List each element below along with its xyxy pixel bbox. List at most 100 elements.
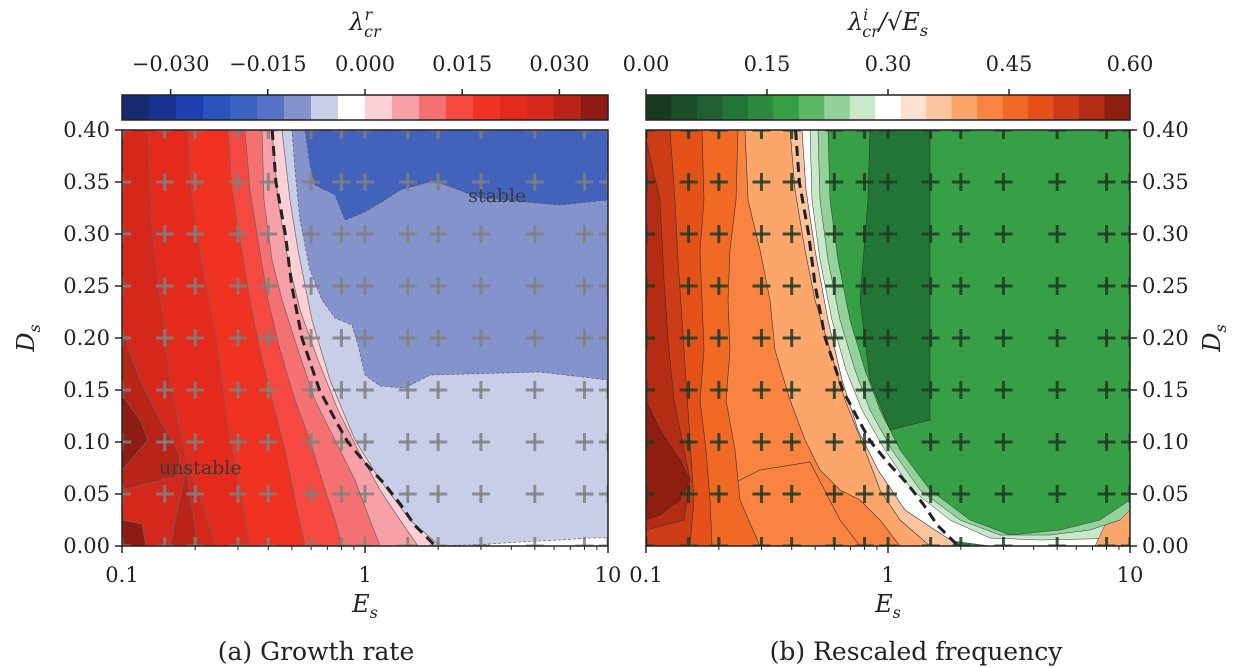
sample-marker (122, 173, 131, 191)
sample-marker (525, 173, 544, 191)
sample-marker (646, 277, 655, 295)
sample-markers-a (122, 130, 608, 546)
sample-marker (575, 130, 594, 139)
sample-marker (921, 485, 940, 503)
sample-marker (228, 225, 247, 243)
sample-marker (228, 485, 247, 503)
sample-marker (1097, 485, 1116, 503)
sample-marker (1048, 537, 1067, 546)
sample-marker (228, 537, 247, 546)
sample-marker (259, 485, 278, 503)
colorbar-swatch (230, 95, 258, 120)
sample-marker (679, 277, 698, 295)
sample-marker (122, 277, 131, 295)
sample-marker (752, 433, 771, 451)
sample-marker (1121, 173, 1130, 191)
sample-marker (709, 485, 728, 503)
x-tick-label: 10 (595, 563, 622, 587)
colorbar-b-title: λi cr/√Es (847, 5, 928, 41)
sample-marker (879, 225, 897, 243)
sample-marker (332, 381, 351, 399)
sample-marker (994, 225, 1013, 243)
x-ticks-b: 0.1 1 10 (629, 546, 1143, 587)
sample-marker (1048, 173, 1067, 191)
y-tick-label: 0.40 (1142, 118, 1189, 142)
y-tick-label: 0.20 (1142, 326, 1189, 350)
sample-marker (825, 225, 844, 243)
sample-marker (356, 537, 374, 546)
colorbar-swatch (257, 95, 285, 120)
colorbar-swatch (500, 95, 528, 120)
sample-marker (332, 537, 351, 546)
sample-marker (994, 277, 1013, 295)
sample-marker (1097, 173, 1116, 191)
sample-marker (186, 277, 205, 295)
sample-marker (1097, 537, 1116, 546)
colorbar-swatch (875, 95, 902, 120)
sample-marker (575, 225, 594, 243)
sample-marker (471, 381, 490, 399)
sample-marker (155, 381, 174, 399)
sample-marker (1097, 381, 1116, 399)
sample-marker (782, 130, 801, 139)
sample-marker (599, 381, 608, 399)
colorbar-swatch (365, 95, 393, 120)
sample-marker (646, 225, 655, 243)
sample-marker (709, 225, 728, 243)
colorbar-swatch (311, 95, 339, 120)
sample-marker (855, 277, 874, 295)
panel-a: −0.030 −0.015 0.000 0.015 0.030 λr cr s (12, 5, 621, 666)
sample-marker (1048, 329, 1067, 347)
sample-marker (951, 433, 970, 451)
colorbar-swatch (284, 95, 312, 120)
sample-marker (855, 329, 874, 347)
sample-marker (752, 381, 771, 399)
y-tick-label: 0.15 (63, 378, 110, 402)
colorbar-a-swatches (122, 95, 609, 120)
y-tick-label: 0.15 (1142, 378, 1189, 402)
caption-a: (a) Growth rate (218, 637, 415, 666)
colorbar-tick-label: 0.030 (529, 52, 589, 76)
x-tick-label: 10 (1117, 563, 1144, 587)
sample-marker (679, 433, 698, 451)
sample-marker (332, 485, 351, 503)
sample-marker (921, 433, 940, 451)
sample-marker (879, 485, 897, 503)
colorbar-swatch (900, 95, 927, 120)
y-tick-label: 0.00 (63, 534, 110, 558)
sample-marker (186, 329, 205, 347)
sample-marker (332, 277, 351, 295)
sample-marker (228, 329, 247, 347)
sample-marker (398, 381, 417, 399)
sample-marker (259, 173, 278, 191)
sample-marker (679, 381, 698, 399)
sample-marker (855, 173, 874, 191)
sample-marker (186, 485, 205, 503)
annotation-unstable: unstable (159, 457, 242, 479)
sample-marker (302, 173, 321, 191)
sample-marker (429, 537, 448, 546)
sample-marker (994, 537, 1013, 546)
colorbar-tick-label: 0.15 (744, 52, 791, 76)
sample-marker (1048, 433, 1067, 451)
sample-marker (429, 329, 448, 347)
sample-marker (575, 433, 594, 451)
sample-marker (1121, 381, 1130, 399)
sample-marker (994, 173, 1013, 191)
sample-marker (752, 329, 771, 347)
sample-marker (122, 433, 131, 451)
sample-marker (471, 485, 490, 503)
sample-marker (709, 537, 728, 546)
sample-marker (879, 173, 897, 191)
sample-marker (155, 173, 174, 191)
sample-marker (302, 381, 321, 399)
colorbar-swatch (581, 95, 609, 120)
sample-marker (186, 225, 205, 243)
x-axis-label-b: Es (874, 590, 901, 622)
colorbar-tick-label: 0.60 (1107, 52, 1154, 76)
y-tick-label: 0.00 (1142, 534, 1189, 558)
sample-marker (525, 433, 544, 451)
sample-marker (709, 130, 728, 139)
sample-marker (356, 130, 374, 139)
